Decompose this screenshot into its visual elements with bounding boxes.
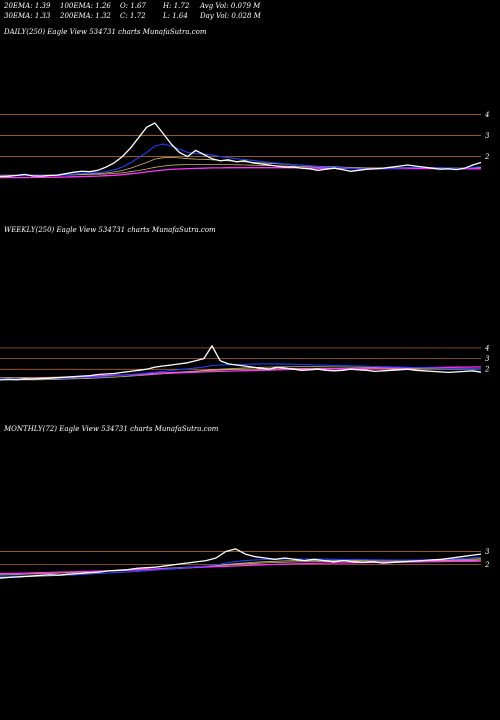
monthly-ema-slow-line [0, 559, 482, 576]
daily-chart-title: DAILY(250) Eagle View 534731 charts Muna… [4, 28, 207, 36]
stat-open: O: 1.67 [120, 2, 146, 10]
weekly-y-tick-label: 4 [484, 344, 489, 352]
daily-ema-fast-line [0, 143, 482, 177]
weekly-ema-fast-line [0, 363, 482, 380]
daily-ema-slow-line [0, 163, 482, 176]
daily-y-tick-label: 2 [484, 153, 490, 161]
daily-y-tick-label: 4 [484, 111, 489, 119]
weekly-y-tick-label: 3 [485, 355, 490, 363]
stat-20ema: 20EMA: 1.39 [4, 2, 51, 10]
daily-price-line [0, 122, 482, 178]
weekly-price-line [0, 345, 482, 381]
stat-100ema: 100EMA: 1.26 [60, 2, 111, 10]
monthly-y-tick-label: 3 [485, 548, 490, 556]
stat-close: C: 1.72 [120, 12, 146, 20]
stat-low: L: 1.64 [163, 12, 188, 20]
indicator-stats: 20EMA: 1.39 100EMA: 1.26 O: 1.67 H: 1.72… [0, 2, 500, 22]
stat-200ema: 200EMA: 1.32 [60, 12, 111, 20]
stat-avg-vol: Avg Vol: 0.079 M [200, 2, 261, 10]
monthly-price-line [0, 548, 482, 579]
stat-high: H: 1.72 [163, 2, 190, 10]
weekly-y-tick-label: 2 [484, 366, 490, 374]
weekly-chart-title: WEEKLY(250) Eagle View 534731 charts Mun… [4, 226, 216, 234]
monthly-chart-title: MONTHLY(72) Eagle View 534731 charts Mun… [4, 425, 219, 433]
monthly-ema-fast-line [0, 556, 482, 577]
monthly-y-tick-label: 2 [484, 561, 490, 569]
daily-y-tick-label: 3 [485, 132, 490, 140]
stat-day-vol: Day Vol: 0.028 M [200, 12, 261, 20]
stat-30ema: 30EMA: 1.33 [4, 12, 51, 20]
